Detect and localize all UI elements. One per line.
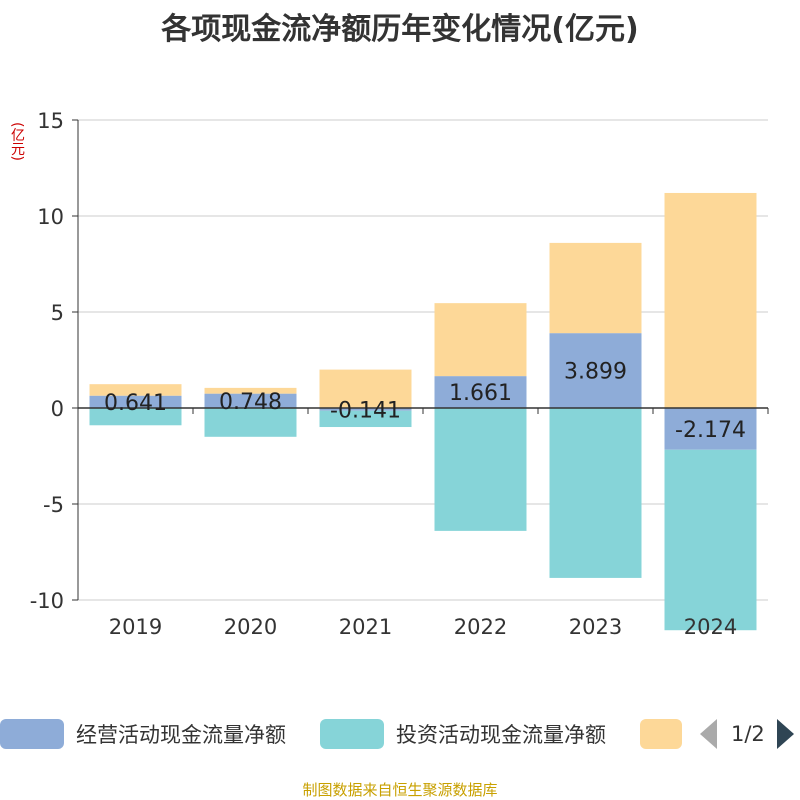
y-axis-unit: (亿元) — [9, 122, 25, 161]
bar-2020-series-2 — [204, 387, 297, 394]
data-label-2021: -0.141 — [330, 398, 401, 423]
bar-2023-series-0 — [549, 333, 642, 408]
bar-2022-series-1 — [434, 408, 527, 531]
x-tick-label: 2021 — [339, 615, 392, 639]
chart-title: 各项现金流净额历年变化情况(亿元) — [161, 12, 639, 47]
x-tick-label: 2022 — [454, 615, 507, 639]
x-tick-label: 2024 — [684, 615, 737, 639]
bar-2022-series-2 — [434, 303, 527, 377]
legend-label-investing: 投资活动现金流量净额 — [396, 723, 606, 747]
legend-swatch-financing — [640, 719, 682, 749]
data-label-2023: 3.899 — [564, 360, 627, 385]
legend-item-operating[interactable]: 经营活动现金流量净额 — [0, 716, 286, 752]
y-tick-label: 10 — [37, 205, 64, 229]
bar-2019-series-2 — [89, 384, 182, 396]
bar-2023-series-1 — [549, 408, 642, 578]
y-tick-label: 15 — [37, 109, 64, 133]
bar-2022-series-0 — [434, 376, 527, 408]
data-label-2020: 0.748 — [219, 390, 282, 415]
x-tick-label: 2023 — [569, 615, 622, 639]
bar-2021-series-0 — [319, 408, 412, 411]
legend-pager: 1/2 — [700, 716, 794, 752]
y-tick-label: -5 — [43, 493, 64, 517]
legend-prev-arrow-icon[interactable] — [700, 719, 717, 749]
axes: 15 10 5 0 -5 -10 2019 2020 2021 2022 2023 2024 — [30, 109, 769, 639]
bar-2024-series-2 — [664, 192, 757, 408]
bar-2021-series-1 — [319, 410, 412, 428]
bar-2019-series-1 — [89, 408, 182, 426]
legend-swatch-operating — [0, 719, 64, 749]
data-source-note: 制图数据来自恒生聚源数据库 — [302, 781, 498, 799]
x-tick-label: 2019 — [109, 615, 162, 639]
bar-2019-series-0 — [89, 395, 182, 408]
data-label-2024: -2.174 — [675, 418, 746, 443]
bar-2020-series-0 — [204, 393, 297, 408]
y-tick-label: 5 — [51, 301, 64, 325]
x-tick-label: 2020 — [224, 615, 277, 639]
bar-2023-series-2 — [549, 242, 642, 334]
data-label-2019: 0.641 — [104, 391, 167, 416]
legend-swatch-investing — [320, 719, 384, 749]
legend: 经营活动现金流量净额 投资活动现金流量净额 — [0, 716, 800, 756]
bar-2020-series-1 — [204, 408, 297, 437]
bar-2024-series-1 — [664, 449, 757, 631]
legend-page-indicator: 1/2 — [731, 722, 765, 746]
bars — [89, 192, 757, 631]
data-labels: 0.641 0.748 -0.141 1.661 3.899 -2.174 — [104, 360, 746, 443]
bar-2024-series-0 — [664, 408, 757, 450]
bar-2021-series-2 — [319, 369, 412, 408]
legend-item-investing[interactable]: 投资活动现金流量净额 — [320, 716, 606, 752]
legend-label-operating: 经营活动现金流量净额 — [76, 723, 286, 747]
legend-item-financing[interactable] — [640, 716, 694, 752]
y-tick-label: -10 — [30, 589, 64, 613]
y-tick-label: 0 — [51, 397, 64, 421]
legend-next-arrow-icon[interactable] — [776, 719, 794, 749]
data-label-2022: 1.661 — [449, 381, 512, 406]
